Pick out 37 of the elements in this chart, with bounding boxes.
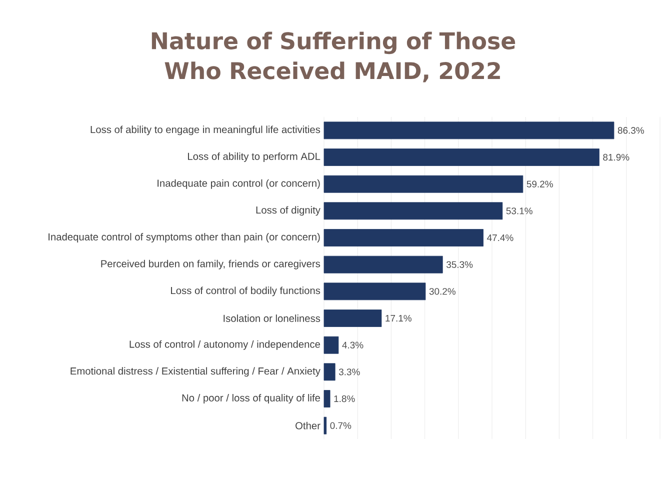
bar xyxy=(324,229,484,246)
y-tick-label: Loss of dignity xyxy=(256,206,320,216)
bar xyxy=(324,148,600,166)
data-label: 35.3% xyxy=(446,261,473,268)
bar xyxy=(324,256,443,274)
data-label: 59.2% xyxy=(526,180,553,188)
y-tick-label: Emotional distress / Existential suffering / Fear / Anxiety xyxy=(70,367,320,377)
chart-title: Nature of Suffering of Those Who Received MAID, 2022 xyxy=(152,32,516,82)
y-tick-label: Loss of control of bodily functions xyxy=(171,286,320,296)
y-tick-label: Perceived burden on family, friends or caregivers xyxy=(101,260,320,270)
y-tick-label: Loss of ability to engage in meaningful life activities xyxy=(90,126,320,136)
data-label: 86.3% xyxy=(618,127,644,134)
y-tick-label: Loss of ability to perform ADL xyxy=(188,152,320,162)
bar xyxy=(324,336,339,354)
y-tick-label: Loss of control / autonomy / independence xyxy=(130,340,320,350)
bar xyxy=(324,202,503,220)
y-tick-label: Other xyxy=(296,422,320,430)
bar xyxy=(324,363,336,381)
y-tick-label: No / poor / loss of quality of life xyxy=(182,394,320,404)
bar xyxy=(324,416,327,434)
data-label: 3.3% xyxy=(338,368,360,376)
bar xyxy=(324,175,524,193)
data-label: 30.2% xyxy=(429,288,456,295)
y-tick-label: Inadequate pain control (or concern) xyxy=(158,179,320,189)
data-label: 1.8% xyxy=(334,395,355,402)
data-label: 17.1% xyxy=(386,314,412,322)
data-label: 0.7% xyxy=(330,422,352,429)
bar xyxy=(324,390,330,408)
data-label: 47.4% xyxy=(487,234,514,242)
bar xyxy=(324,122,614,140)
y-tick-label: Inadequate control of symptoms other than pain (or concern) xyxy=(48,233,320,242)
data-label: 81.9% xyxy=(603,154,630,161)
y-tick-label: Isolation or loneliness xyxy=(224,314,320,322)
data-label: 53.1% xyxy=(506,208,532,214)
bar xyxy=(324,282,426,300)
bar xyxy=(324,310,382,327)
data-label: 4.3% xyxy=(342,342,364,348)
